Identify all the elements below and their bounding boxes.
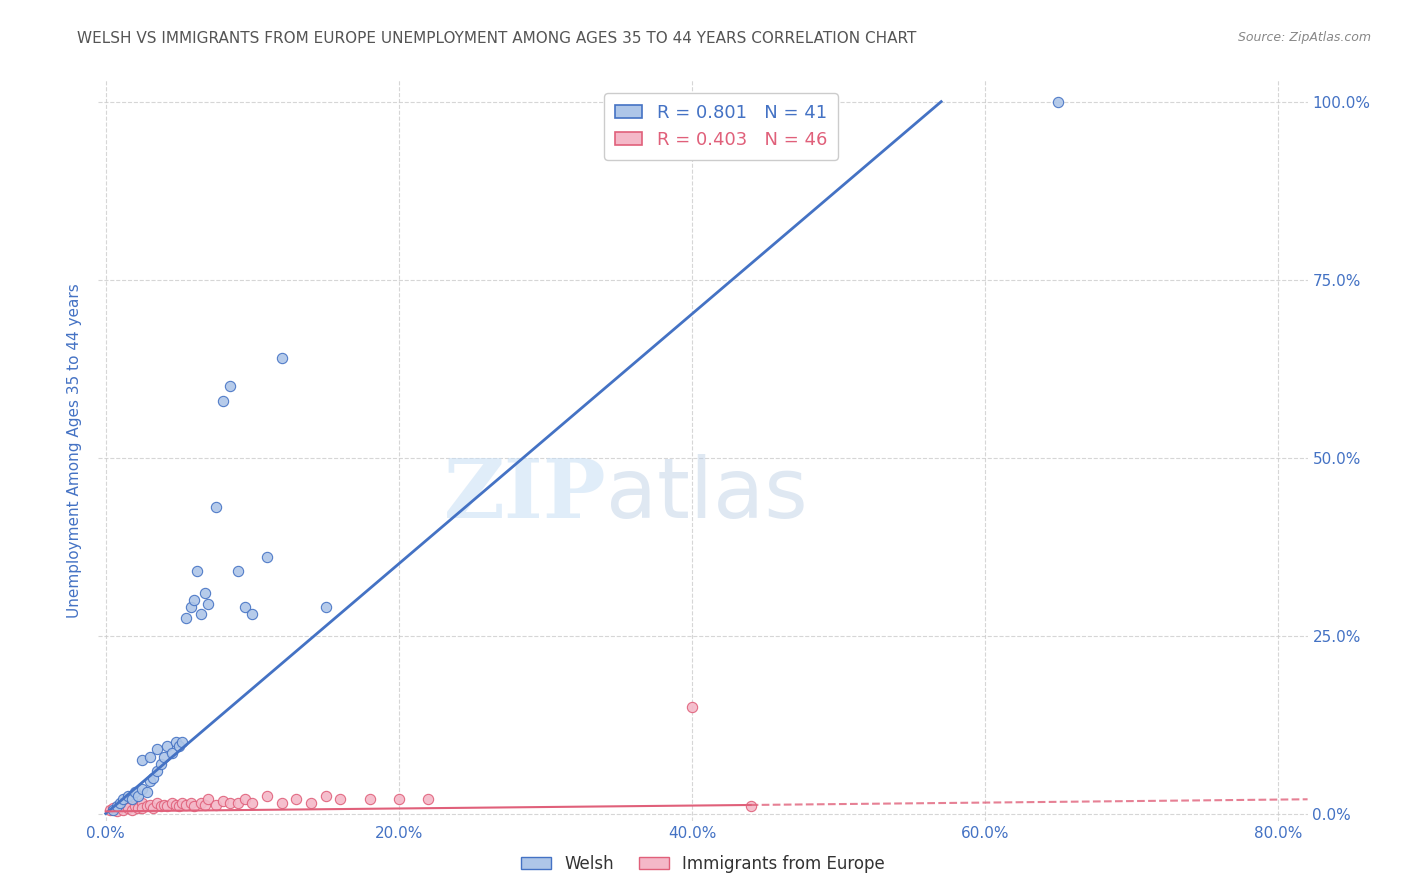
Point <box>121 792 143 806</box>
Point <box>226 796 249 810</box>
Point <box>359 792 381 806</box>
Point <box>180 600 202 615</box>
Point <box>153 749 176 764</box>
Point <box>183 593 205 607</box>
Point <box>127 801 149 815</box>
Point <box>299 796 322 810</box>
Point <box>240 607 263 622</box>
Point <box>98 803 121 817</box>
Point <box>165 735 187 749</box>
Point <box>197 792 219 806</box>
Point <box>190 796 212 810</box>
Point <box>146 742 169 756</box>
Point <box>226 565 249 579</box>
Point <box>135 785 157 799</box>
Point <box>138 774 160 789</box>
Point <box>117 789 139 803</box>
Point <box>167 799 190 814</box>
Point <box>204 797 226 812</box>
Point <box>388 792 411 806</box>
Point <box>138 797 160 812</box>
Point <box>124 785 146 799</box>
Point <box>197 597 219 611</box>
Point <box>160 796 183 810</box>
Text: Source: ZipAtlas.com: Source: ZipAtlas.com <box>1237 31 1371 45</box>
Point <box>112 803 135 817</box>
Text: atlas: atlas <box>606 454 808 535</box>
Point <box>170 796 193 810</box>
Point <box>183 799 205 814</box>
Point <box>219 379 242 393</box>
Point <box>101 803 124 817</box>
Point <box>170 735 193 749</box>
Point <box>131 801 153 815</box>
Point <box>256 550 278 565</box>
Y-axis label: Unemployment Among Ages 35 to 44 years: Unemployment Among Ages 35 to 44 years <box>67 283 83 618</box>
Point <box>212 393 235 408</box>
Point <box>107 805 129 819</box>
Legend: R = 0.801   N = 41, R = 0.403   N = 46: R = 0.801 N = 41, R = 0.403 N = 46 <box>605 93 838 160</box>
Point <box>651 95 673 109</box>
Point <box>1047 95 1070 109</box>
Point <box>146 764 169 778</box>
Point <box>117 801 139 815</box>
Point <box>121 803 143 817</box>
Point <box>135 799 157 814</box>
Point <box>165 797 187 812</box>
Point <box>176 797 198 812</box>
Point <box>156 799 179 814</box>
Point <box>110 796 132 810</box>
Point <box>190 607 212 622</box>
Point <box>160 746 183 760</box>
Point <box>194 797 217 812</box>
Point <box>150 756 173 771</box>
Point <box>101 801 124 815</box>
Point <box>180 796 202 810</box>
Point <box>240 796 263 810</box>
Point <box>153 797 176 812</box>
Point <box>117 797 139 812</box>
Point <box>142 771 165 785</box>
Point <box>124 799 146 814</box>
Point <box>176 611 198 625</box>
Point <box>219 796 242 810</box>
Point <box>212 794 235 808</box>
Point <box>194 586 217 600</box>
Point <box>233 600 256 615</box>
Point <box>107 799 129 814</box>
Text: ZIP: ZIP <box>444 455 606 535</box>
Point <box>681 699 703 714</box>
Point <box>127 789 149 803</box>
Point <box>329 792 352 806</box>
Point <box>270 796 292 810</box>
Point <box>418 792 440 806</box>
Point <box>740 799 762 814</box>
Point <box>112 792 135 806</box>
Point <box>285 792 308 806</box>
Point <box>131 796 153 810</box>
Point <box>315 789 337 803</box>
Text: WELSH VS IMMIGRANTS FROM EUROPE UNEMPLOYMENT AMONG AGES 35 TO 44 YEARS CORRELATI: WELSH VS IMMIGRANTS FROM EUROPE UNEMPLOY… <box>77 31 917 46</box>
Point <box>233 792 256 806</box>
Point <box>256 789 278 803</box>
Point <box>131 753 153 767</box>
Point <box>138 749 160 764</box>
Point <box>204 500 226 515</box>
Point <box>315 600 337 615</box>
Point <box>270 351 292 365</box>
Point <box>142 801 165 815</box>
Point <box>146 796 169 810</box>
Point <box>110 799 132 814</box>
Point <box>150 799 173 814</box>
Point <box>167 739 190 753</box>
Legend: Welsh, Immigrants from Europe: Welsh, Immigrants from Europe <box>515 848 891 880</box>
Point <box>131 781 153 796</box>
Point <box>186 565 208 579</box>
Point <box>156 739 179 753</box>
